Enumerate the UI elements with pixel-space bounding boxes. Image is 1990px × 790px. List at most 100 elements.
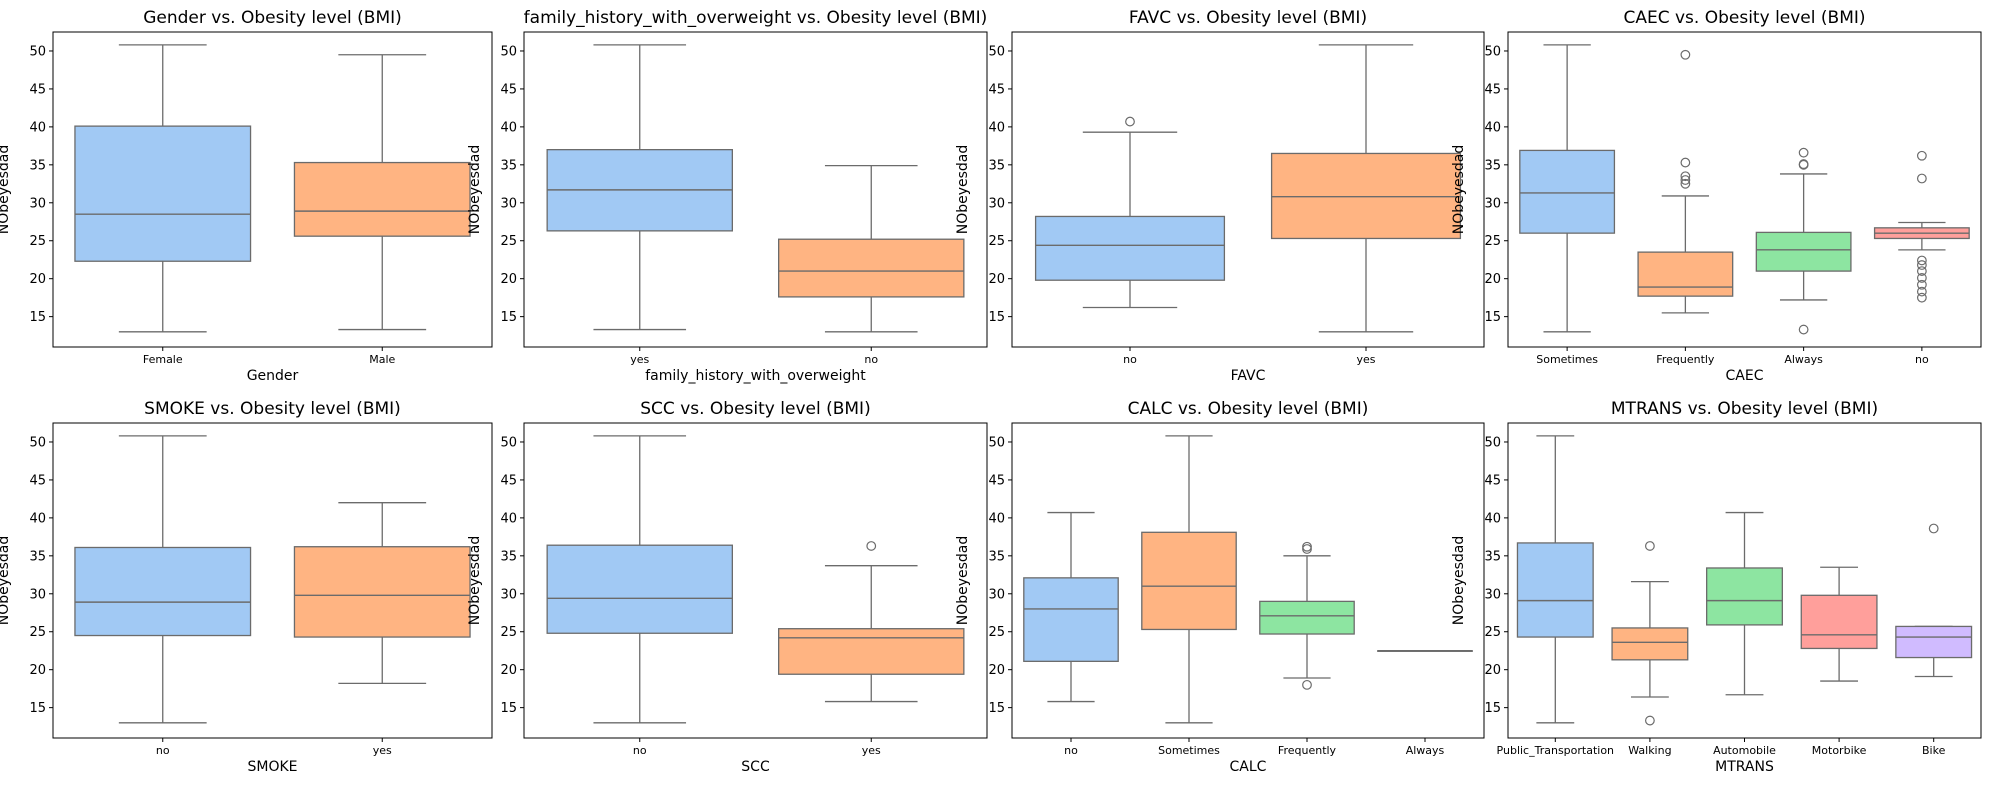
outlier-point <box>1680 157 1691 168</box>
outlier-point <box>1798 147 1809 158</box>
box-body <box>546 544 734 634</box>
y-tick-label: 20 <box>500 663 517 678</box>
x-tick-label: no <box>864 353 878 366</box>
outlier-point <box>1916 260 1927 270</box>
axes-frame <box>523 31 988 348</box>
y-tick-label: 40 <box>500 120 517 135</box>
y-tick-label: 35 <box>1484 549 1501 564</box>
subplot-7: CALC vs. Obesity level (BMI) 15 20 25 30 35 40… <box>955 399 1485 775</box>
box-Always <box>1755 147 1852 335</box>
box-body <box>1800 594 1878 650</box>
subplot-title: CALC vs. Obesity level (BMI) <box>1128 399 1369 419</box>
axes-frame <box>1011 31 1485 348</box>
subplot-8: MTRANS vs. Obesity level (BMI) 15 20 25 30 35… <box>1451 399 1982 775</box>
box-Frequently <box>1259 541 1355 690</box>
axes-frame <box>1507 31 1982 348</box>
y-tick-label: 45 <box>29 82 46 97</box>
y-tick-label: 15 <box>500 701 517 716</box>
y-tick-label: 25 <box>988 625 1005 640</box>
y-tick-label: 30 <box>500 587 517 602</box>
y-tick-label: 40 <box>988 511 1005 526</box>
x-tick-label: Walking <box>1628 744 1671 757</box>
subplot-5: SMOKE vs. Obesity level (BMI) 15 20 25 30 35 4… <box>0 399 493 775</box>
outlier-point <box>1928 523 1939 534</box>
box-body <box>1259 600 1355 635</box>
outlier-point <box>1916 150 1927 161</box>
x-tick-label: Automobile <box>1713 744 1776 757</box>
subplot-title: SMOKE vs. Obesity level (BMI) <box>144 399 401 419</box>
box-Automobile <box>1706 511 1783 696</box>
subplot-title: FAVC vs. Obesity level (BMI) <box>1129 8 1367 28</box>
outlier-point <box>1916 173 1927 184</box>
outlier-point <box>1916 286 1927 297</box>
box-no <box>1034 116 1226 309</box>
x-tick-label: Bike <box>1922 744 1946 757</box>
y-tick-label: 40 <box>988 120 1005 135</box>
outlier-point <box>866 541 877 551</box>
box-body <box>1895 625 1973 659</box>
y-axis-label: NObeyesdad <box>0 145 12 235</box>
y-tick-label: 15 <box>1484 701 1501 716</box>
y-tick-label: 40 <box>1484 120 1501 135</box>
box-Male <box>293 54 471 331</box>
x-tick-label: Frequently <box>1656 353 1715 366</box>
outlier-point <box>1916 255 1927 266</box>
box-Female <box>74 44 252 333</box>
subplot-title: Gender vs. Obesity level (BMI) <box>143 8 402 28</box>
box-body <box>778 628 965 675</box>
x-tick-label: Sometimes <box>1536 353 1598 366</box>
y-tick-label: 15 <box>500 310 517 325</box>
y-tick-label: 50 <box>29 435 46 450</box>
y-tick-label: 20 <box>29 272 46 287</box>
y-tick-label: 25 <box>29 625 46 640</box>
box-Frequently <box>1637 49 1734 314</box>
outlier-point <box>1916 266 1927 276</box>
subplot-2: family_history_with_overweight vs. Obesi… <box>467 8 988 384</box>
subplot-6: SCC vs. Obesity level (BMI) 15 20 25 30 35 40 4… <box>467 399 988 775</box>
box-body <box>1270 152 1462 240</box>
x-tick-label: yes <box>1356 353 1375 366</box>
y-tick-label: 20 <box>500 272 517 287</box>
y-tick-label: 35 <box>29 549 46 564</box>
y-tick-label: 25 <box>1484 234 1501 249</box>
y-tick-label: 30 <box>988 587 1005 602</box>
x-tick-label: no <box>633 744 647 757</box>
box-yes <box>546 44 734 331</box>
box-Sometimes <box>1519 44 1616 333</box>
box-body <box>1516 542 1594 638</box>
y-tick-label: 25 <box>500 234 517 249</box>
y-axis-label: NObeyesdad <box>955 536 971 626</box>
y-axis-label: NObeyesdad <box>0 536 12 626</box>
box-body <box>1755 231 1852 272</box>
y-axis-label: NObeyesdad <box>1451 145 1467 235</box>
box-yes <box>293 502 471 684</box>
x-tick-label: no <box>1123 353 1137 366</box>
box-no <box>778 164 965 333</box>
x-axis-label: MTRANS <box>1715 759 1774 775</box>
y-tick-label: 45 <box>29 473 46 488</box>
subplot-title: CAEC vs. Obesity level (BMI) <box>1623 8 1865 28</box>
x-axis-label: CAEC <box>1726 368 1764 384</box>
x-axis-label: FAVC <box>1231 368 1266 384</box>
axes-frame <box>523 422 988 739</box>
box-no <box>1023 511 1119 703</box>
outlier-point <box>1125 116 1135 127</box>
y-tick-label: 35 <box>500 549 517 564</box>
y-axis-label: NObeyesdad <box>467 536 483 626</box>
box-body <box>1023 577 1119 662</box>
outlier-point <box>1302 679 1312 690</box>
outlier-point <box>1798 324 1809 335</box>
x-tick-label: no <box>1915 353 1929 366</box>
box-Motorbike <box>1800 566 1878 682</box>
subplot-title: MTRANS vs. Obesity level (BMI) <box>1611 399 1878 419</box>
y-tick-label: 30 <box>29 196 46 211</box>
x-tick-label: yes <box>630 353 649 366</box>
y-tick-label: 40 <box>29 120 46 135</box>
box-yes <box>1270 44 1462 333</box>
box-no <box>74 435 252 724</box>
y-tick-label: 15 <box>1484 310 1501 325</box>
y-tick-label: 35 <box>500 158 517 173</box>
y-tick-label: 40 <box>29 511 46 526</box>
y-tick-label: 50 <box>1484 435 1501 450</box>
x-tick-label: Always <box>1784 353 1823 366</box>
